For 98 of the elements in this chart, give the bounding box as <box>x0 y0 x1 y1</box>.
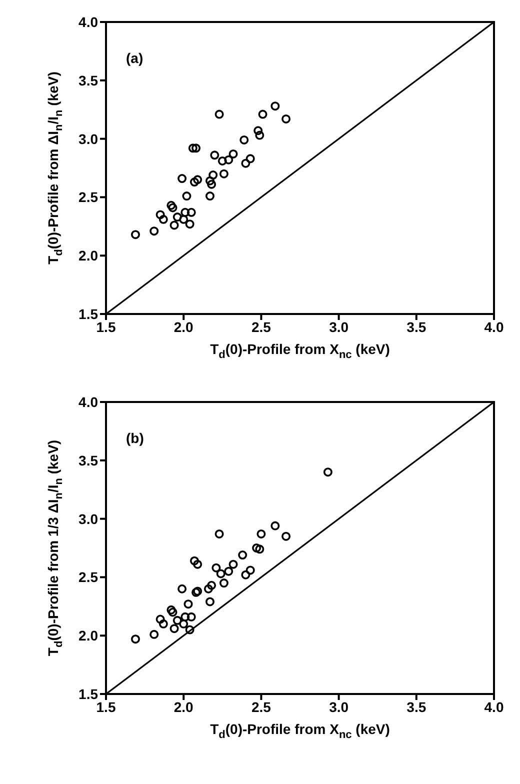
x-axis-title: T$_{d}$(0)-Profile from X$_{nc}$ (keV) <box>210 721 390 741</box>
y-tick-label: 3.5 <box>78 452 98 468</box>
point <box>168 203 178 212</box>
x-tick-label: 1.5 <box>96 318 116 335</box>
point <box>214 110 224 119</box>
x-tick-label: 3.0 <box>329 318 349 335</box>
point <box>190 178 199 187</box>
point <box>219 169 228 178</box>
point <box>219 578 228 588</box>
point <box>216 569 226 578</box>
y-tick-label: 2.0 <box>78 628 98 644</box>
point <box>246 566 255 575</box>
point <box>179 619 188 628</box>
point <box>186 612 196 622</box>
point <box>150 226 159 236</box>
point <box>178 174 187 184</box>
point <box>180 208 190 217</box>
point <box>210 150 220 160</box>
y-tick-label: 4.0 <box>78 394 98 410</box>
point <box>207 180 216 189</box>
point <box>204 584 213 594</box>
point <box>258 110 268 119</box>
point <box>192 144 201 153</box>
point <box>207 580 216 590</box>
x-tick-label: 3.5 <box>406 698 426 715</box>
point <box>130 230 140 240</box>
point <box>158 619 168 628</box>
point <box>270 521 280 530</box>
point <box>282 532 291 541</box>
y-tick-label: 4.0 <box>78 14 98 30</box>
point <box>150 630 159 639</box>
x-tick-label: 2.5 <box>251 698 272 715</box>
x-tick-label: 1.5 <box>96 698 116 715</box>
point <box>184 600 193 609</box>
x-tick-label: 3.0 <box>329 698 349 715</box>
point <box>238 550 248 560</box>
point <box>178 584 187 594</box>
point <box>256 529 266 538</box>
x-tick-label: 2.0 <box>174 698 194 715</box>
point <box>180 612 190 622</box>
point <box>255 130 264 140</box>
annotation: (b) <box>126 430 144 446</box>
point <box>130 634 140 644</box>
x-tick-label: 3.5 <box>406 318 426 335</box>
y-tick-label: 3.0 <box>78 510 98 527</box>
x-tick-label: 2.0 <box>174 318 194 335</box>
point <box>270 102 280 111</box>
point <box>212 563 221 572</box>
point <box>188 144 198 153</box>
point <box>241 158 250 168</box>
y-tick-label: 3.5 <box>78 72 98 88</box>
y-tick-label: 2.0 <box>78 248 98 264</box>
x-tick-label: 2.5 <box>251 318 272 335</box>
x-tick-label: 4.0 <box>484 698 504 715</box>
point <box>240 135 249 144</box>
point <box>166 605 176 614</box>
y-tick-label: 3.0 <box>78 130 98 147</box>
point <box>166 200 176 210</box>
point <box>224 566 234 576</box>
y-tick-label: 2.5 <box>78 189 98 206</box>
point <box>218 156 227 166</box>
point <box>323 468 332 477</box>
annotation: (a) <box>126 50 144 66</box>
y-tick-label: 1.5 <box>78 686 98 702</box>
point <box>224 155 234 164</box>
point <box>255 544 264 554</box>
y-tick-label: 2.5 <box>78 569 98 586</box>
x-tick-label: 4.0 <box>484 318 504 335</box>
point <box>193 560 202 569</box>
x-axis-title: T$_{d}$(0)-Profile from X$_{nc}$ (keV) <box>210 341 390 361</box>
point <box>158 214 168 224</box>
point <box>228 560 238 569</box>
point <box>282 114 291 124</box>
point <box>205 597 214 606</box>
point <box>246 154 255 164</box>
point <box>193 175 202 184</box>
point <box>170 624 179 634</box>
point <box>179 214 188 224</box>
point <box>214 529 224 538</box>
point <box>254 126 263 136</box>
point <box>252 544 262 552</box>
point <box>156 210 165 220</box>
point <box>168 608 178 617</box>
y-tick-label: 1.5 <box>78 306 98 322</box>
point <box>182 192 192 201</box>
point <box>228 149 238 158</box>
point <box>172 616 182 625</box>
point <box>205 192 214 201</box>
point <box>156 614 165 624</box>
point <box>170 220 179 230</box>
point <box>186 208 196 217</box>
point <box>185 625 194 634</box>
point <box>208 170 218 180</box>
point <box>190 556 199 566</box>
point <box>185 220 194 229</box>
point <box>172 212 182 222</box>
point <box>241 570 250 580</box>
point <box>205 176 214 186</box>
